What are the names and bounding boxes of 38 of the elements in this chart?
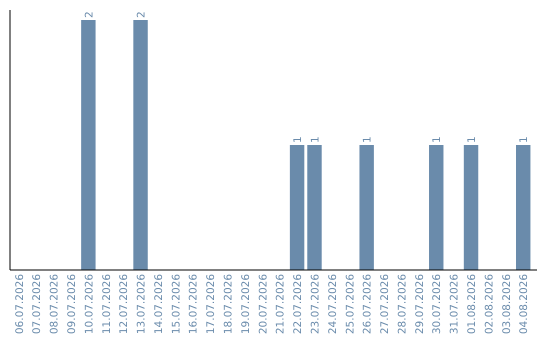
data-label: 1 [518,136,530,143]
x-tick-label: 16.07.2026 [188,274,200,334]
x-tick-label: 11.07.2026 [100,274,113,334]
x-tick-label: 22.07.2026 [292,274,304,334]
x-tick-label: 02.08.2026 [483,274,496,334]
data-label: 1 [431,136,444,143]
x-tick-label: 15.07.2026 [170,274,182,334]
x-tick-label: 10.07.2026 [83,274,96,334]
x-tick-label: 13.07.2026 [136,274,148,334]
x-tick-label: 21.07.2026 [274,274,287,334]
x-tick-label: 01.08.2026 [466,274,478,334]
x-tick-label: 07.07.2026 [31,274,44,334]
x-tick-label: 17.07.2026 [205,274,218,334]
x-tick-label: 30.07.2026 [431,274,444,334]
x-tick-label: 25.07.2026 [344,274,356,334]
x-tick-label: 27.07.2026 [379,274,392,334]
x-tick-label: 03.08.2026 [500,274,513,334]
x-tick-label: 20.07.2026 [257,274,270,334]
data-label: 1 [309,136,322,143]
x-tick-label: 06.07.2026 [14,274,26,334]
x-tick-label: 26.07.2026 [362,274,374,334]
x-tick-label: 18.07.2026 [222,274,235,334]
data-label: 2 [136,11,148,18]
x-tick-label: 14.07.2026 [152,274,165,334]
x-tick-label: 29.07.2026 [414,274,426,334]
x-tick-label: 19.07.2026 [240,274,252,334]
data-label: 1 [362,136,374,143]
x-tick-label: 04.08.2026 [518,274,530,334]
data-label: 1 [466,136,478,143]
x-tick-label: 31.07.2026 [448,274,461,334]
x-tick-label: 23.07.2026 [309,274,322,334]
x-tick-label: 08.07.2026 [48,274,61,334]
data-label: 1 [292,136,304,143]
x-tick-label: 09.07.2026 [66,274,78,334]
x-tick-label: 24.07.2026 [326,274,339,334]
x-tick-label: 12.07.2026 [118,274,130,334]
x-tick-label: 28.07.2026 [396,274,408,334]
data-label: 2 [83,11,96,18]
